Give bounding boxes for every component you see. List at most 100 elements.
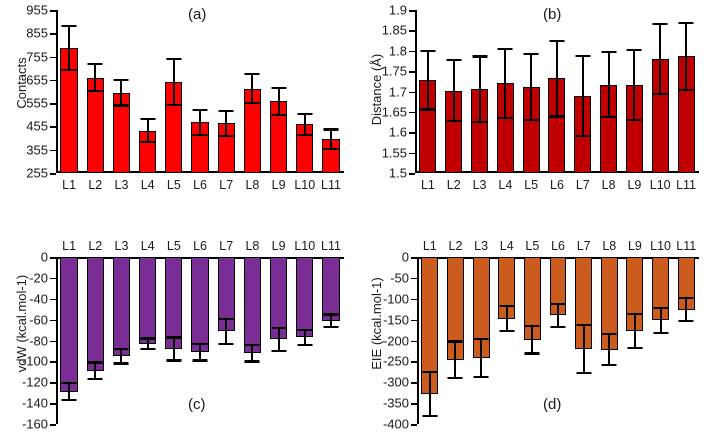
panel-c: (c) vdW (kcal.mol-1) L1 L2 L3 L4 L5 L6 L7 L8 L9 L… bbox=[0, 216, 354, 432]
panel-b-y-tick bbox=[409, 152, 415, 155]
error-bar-line bbox=[633, 49, 636, 120]
x-tick-label: L6 bbox=[551, 239, 565, 253]
panel-c-y-tick bbox=[50, 424, 56, 426]
bar-group bbox=[492, 10, 518, 173]
error-bar-cap bbox=[653, 306, 669, 309]
panel-d-y-tick bbox=[411, 277, 417, 280]
error-bar-cap bbox=[323, 325, 339, 329]
panel-d-y-tick-label: 0 bbox=[401, 249, 409, 265]
x-tick-label: L11 bbox=[321, 178, 341, 192]
error-bar-line bbox=[277, 88, 280, 115]
panel-a-y-tick bbox=[50, 79, 56, 82]
error-bar-line bbox=[146, 338, 149, 349]
error-bar-cap bbox=[446, 59, 462, 62]
x-tick-label: L3 bbox=[472, 178, 487, 192]
panel-a-y-axis bbox=[56, 10, 58, 173]
panel-c-x-tick-labels: L1 L2 L3 L4 L5 L6 L7 L8 L9 L10 L11 bbox=[56, 239, 344, 253]
panel-d-y-tick-label: -150 bbox=[382, 312, 409, 328]
error-bar-line bbox=[94, 362, 97, 380]
panel-c-y-tick bbox=[50, 361, 56, 363]
bar bbox=[322, 257, 340, 321]
panel-b-x-tick-labels: L1 L2 L3 L4 L5 L6 L7 L8 L9 L10 L11 bbox=[415, 178, 699, 192]
panel-a: (a) Contacts L1 L2 L3 L4 L5 L6 L7 L8 L9 L10 L11 25… bbox=[0, 0, 354, 216]
bar-group bbox=[494, 257, 520, 424]
error-bar-cap bbox=[601, 333, 617, 336]
bar-group bbox=[443, 257, 469, 424]
error-bar-line bbox=[454, 341, 457, 379]
error-bar-cap bbox=[218, 109, 234, 112]
panel-d-y-tick-label: -300 bbox=[382, 374, 409, 390]
panel-a-y-tick bbox=[50, 33, 56, 35]
bar-group bbox=[82, 10, 108, 173]
bar-group bbox=[468, 257, 494, 424]
error-bar-cap bbox=[192, 359, 208, 362]
panel-a-y-tick-label: 455 bbox=[26, 118, 48, 134]
bar-group bbox=[213, 10, 239, 173]
panel-b-y-tick-label: 1.5 bbox=[388, 165, 407, 181]
panel-d-plot-area: L1 L2 L3 L4 L5 L6 L7 L8 L9 L10 L11 0 -50 -100 -150 -20… bbox=[383, 239, 699, 431]
x-tick-label: L7 bbox=[576, 239, 591, 253]
panel-b-label: (b) bbox=[543, 6, 562, 23]
error-bar-line bbox=[659, 24, 662, 94]
error-bar-cap bbox=[652, 23, 668, 26]
error-bar-cap bbox=[627, 313, 643, 316]
error-bar-cap bbox=[218, 135, 234, 138]
panel-d-y-tick bbox=[411, 382, 417, 384]
bar-group bbox=[318, 10, 344, 173]
x-tick-label: L2 bbox=[446, 178, 461, 192]
error-bar-cap bbox=[549, 39, 565, 42]
bar-group bbox=[187, 10, 213, 173]
x-tick-label: L10 bbox=[649, 178, 671, 192]
error-bar-cap bbox=[626, 118, 642, 121]
error-bar-cap bbox=[472, 120, 488, 123]
error-bar-line bbox=[277, 327, 280, 351]
bar-group bbox=[266, 257, 292, 424]
error-bar-cap bbox=[497, 47, 513, 50]
x-tick-label: L1 bbox=[62, 178, 77, 192]
error-bar-line bbox=[146, 118, 149, 143]
x-tick-label: L5 bbox=[166, 178, 181, 192]
error-bar-line bbox=[428, 372, 431, 416]
panel-a-y-tick-label: 755 bbox=[26, 49, 48, 65]
bar-group bbox=[161, 257, 187, 424]
panel-a-x-tick-labels: L1 L2 L3 L4 L5 L6 L7 L8 L9 L10 L11 bbox=[56, 178, 344, 192]
panel-c-y-tick bbox=[50, 257, 56, 259]
panel-b-y-tick-label: 1.55 bbox=[381, 145, 407, 161]
panel-a-y-tick-label: 255 bbox=[26, 165, 48, 181]
panel-d-y-tick-label: -100 bbox=[382, 291, 409, 307]
x-tick-label: L5 bbox=[166, 239, 181, 253]
panel-b-bars bbox=[415, 10, 699, 173]
panel-d-y-tick-label: -200 bbox=[382, 333, 409, 348]
error-bar-line bbox=[608, 334, 611, 366]
x-tick-label: L8 bbox=[602, 239, 617, 253]
panel-c-y-tick-label: -100 bbox=[21, 353, 48, 369]
bar-group bbox=[673, 10, 699, 173]
panel-d-label: (d) bbox=[543, 396, 562, 413]
x-tick-label: L5 bbox=[524, 178, 539, 192]
error-bar-cap bbox=[323, 313, 339, 316]
error-bar-line bbox=[199, 343, 202, 361]
error-bar-cap bbox=[297, 112, 313, 116]
panel-a-y-tick bbox=[50, 149, 56, 152]
error-bar-cap bbox=[113, 78, 129, 82]
error-bar-line bbox=[225, 110, 228, 137]
x-tick-label: L6 bbox=[550, 178, 564, 192]
bar-group bbox=[441, 10, 467, 173]
error-bar-cap bbox=[575, 135, 591, 138]
panel-c-y-tick bbox=[50, 382, 56, 384]
error-bar-line bbox=[68, 383, 71, 400]
error-bar-line bbox=[555, 40, 558, 117]
error-bar-cap bbox=[524, 324, 540, 328]
bar-group bbox=[545, 257, 571, 424]
panel-b-y-tick bbox=[409, 111, 415, 114]
error-bar-cap bbox=[244, 102, 260, 105]
panel-b-y-tick bbox=[409, 173, 415, 175]
panel-d-y-axis bbox=[417, 257, 419, 424]
bar-group bbox=[292, 10, 318, 173]
panel-c-y-tick-label: -140 bbox=[21, 395, 48, 411]
error-bar-cap bbox=[678, 22, 694, 25]
panel-c-y-tick-label: -160 bbox=[21, 416, 48, 432]
panel-c-y-tick-label: -60 bbox=[29, 312, 48, 328]
panel-a-y-tick-label: 955 bbox=[26, 2, 48, 18]
x-tick-label: L7 bbox=[219, 178, 234, 192]
